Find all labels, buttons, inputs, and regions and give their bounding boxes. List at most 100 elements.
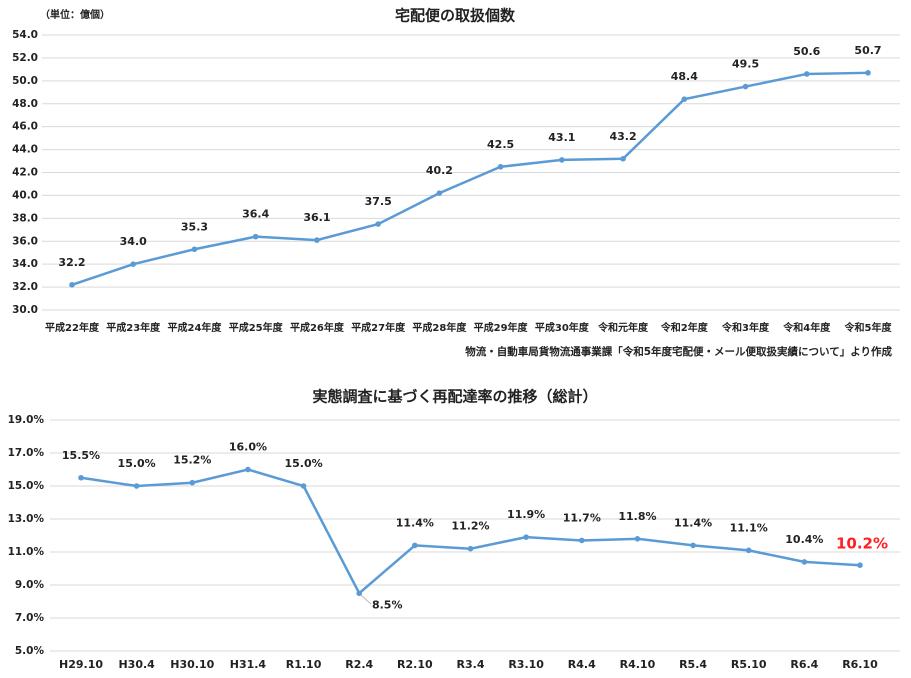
x-tick-label: 令和5年度: [844, 321, 893, 334]
x-tick-label: 平成22年度: [45, 321, 100, 334]
data-label: 10.2%: [836, 535, 888, 553]
data-label: 11.4%: [674, 516, 712, 529]
y-tick-label: 17.0%: [8, 447, 45, 459]
data-label: 43.1: [548, 131, 575, 144]
data-label: 11.8%: [618, 510, 656, 523]
x-tick-label: R4.4: [568, 658, 596, 671]
data-label: 50.6: [793, 45, 820, 58]
x-tick-label: 平成28年度: [412, 321, 467, 334]
data-point: [375, 221, 381, 227]
data-point: [130, 261, 137, 267]
data-label: 10.4%: [785, 533, 823, 546]
x-tick-label: 平成23年度: [106, 321, 161, 334]
unit-label: （単位：億個）: [40, 8, 110, 21]
data-point: [78, 474, 84, 481]
data-point: [857, 562, 863, 568]
data-label: 42.5: [487, 138, 514, 151]
data-point: [803, 71, 810, 77]
x-tick-label: 平成26年度: [290, 321, 345, 334]
y-tick-label: 44.0: [12, 144, 38, 156]
x-tick-label: R6.4: [790, 658, 818, 671]
x-tick-label: H31.4: [230, 658, 267, 671]
y-tick-label: 48.0: [12, 98, 38, 110]
x-tick-label: R3.10: [508, 658, 544, 671]
data-label: 32.2: [58, 256, 85, 269]
y-tick-label: 30.0: [12, 304, 38, 316]
x-tick-label: 令和元年度: [597, 321, 649, 334]
leader-line: [360, 594, 372, 605]
data-point: [865, 70, 871, 76]
chart-title: 実態調査に基づく再配達率の推移（総計）: [312, 388, 597, 406]
data-point: [801, 559, 808, 565]
data-point: [745, 547, 752, 554]
y-tick-label: 15.0%: [8, 480, 45, 492]
x-tick-label: R2.4: [345, 658, 373, 671]
data-point: [133, 483, 140, 489]
data-label: 15.2%: [173, 454, 211, 467]
y-tick-label: 9.0%: [15, 579, 45, 591]
data-point: [252, 233, 259, 240]
data-point: [69, 281, 75, 288]
data-label: 35.3: [181, 220, 208, 233]
source-note: 物流・自動車局貨物流通事業課「令和5年度宅配便・メール便取扱実績について」より作…: [465, 345, 892, 358]
data-point: [620, 155, 626, 162]
data-label: 8.5%: [372, 598, 403, 611]
x-tick-label: H30.4: [118, 658, 155, 671]
data-label: 11.4%: [396, 516, 434, 529]
data-point: [436, 190, 443, 196]
data-label: 34.0: [120, 235, 147, 248]
data-label: 36.4: [242, 208, 269, 221]
x-tick-label: 平成27年度: [351, 321, 406, 334]
x-tick-label: 令和3年度: [721, 321, 770, 334]
data-point: [467, 545, 474, 552]
data-label: 11.7%: [563, 511, 601, 524]
data-label: 16.0%: [229, 441, 267, 454]
y-tick-label: 38.0: [12, 212, 38, 224]
y-tick-label: 46.0: [12, 121, 38, 133]
data-label: 50.7: [854, 44, 881, 57]
x-tick-label: 平成30年度: [535, 321, 590, 334]
data-label: 15.5%: [62, 449, 100, 462]
data-label: 37.5: [365, 195, 392, 208]
y-tick-label: 52.0: [12, 52, 38, 64]
x-tick-label: 平成29年度: [474, 321, 529, 334]
data-line: [71, 71, 869, 286]
x-tick-label: R6.10: [842, 658, 878, 671]
y-tick-label: 13.0%: [8, 513, 45, 525]
y-tick-label: 50.0: [12, 75, 38, 87]
x-tick-label: R5.4: [679, 658, 707, 671]
data-point: [497, 163, 504, 170]
data-point: [742, 83, 749, 90]
data-point: [634, 536, 641, 542]
x-tick-label: H29.10: [59, 658, 103, 671]
x-tick-label: R1.10: [286, 658, 322, 671]
x-tick-label: R2.10: [397, 658, 433, 671]
y-tick-label: 5.0%: [15, 645, 45, 657]
data-label: 40.2: [426, 164, 453, 177]
data-label: 11.2%: [451, 520, 489, 533]
x-tick-label: 平成24年度: [168, 321, 223, 334]
data-point: [191, 246, 198, 253]
y-tick-label: 7.0%: [15, 612, 45, 624]
y-tick-label: 19.0%: [8, 414, 45, 426]
data-label: 48.4: [671, 70, 698, 83]
x-tick-label: R3.4: [457, 658, 485, 671]
x-tick-label: 平成25年度: [229, 321, 284, 334]
y-tick-label: 54.0: [12, 29, 38, 41]
data-point: [578, 537, 585, 544]
data-point: [690, 542, 696, 549]
data-label: 15.0%: [118, 457, 156, 470]
data-point: [559, 157, 565, 163]
x-tick-label: 令和2年度: [660, 321, 709, 334]
data-point: [523, 534, 529, 540]
data-point: [412, 542, 418, 549]
y-tick-label: 11.0%: [8, 546, 45, 558]
data-label: 15.0%: [284, 457, 322, 470]
data-point: [189, 479, 196, 486]
data-point: [245, 466, 251, 473]
data-label: 49.5: [732, 58, 759, 71]
data-point: [681, 96, 688, 102]
y-tick-label: 34.0: [12, 258, 38, 270]
